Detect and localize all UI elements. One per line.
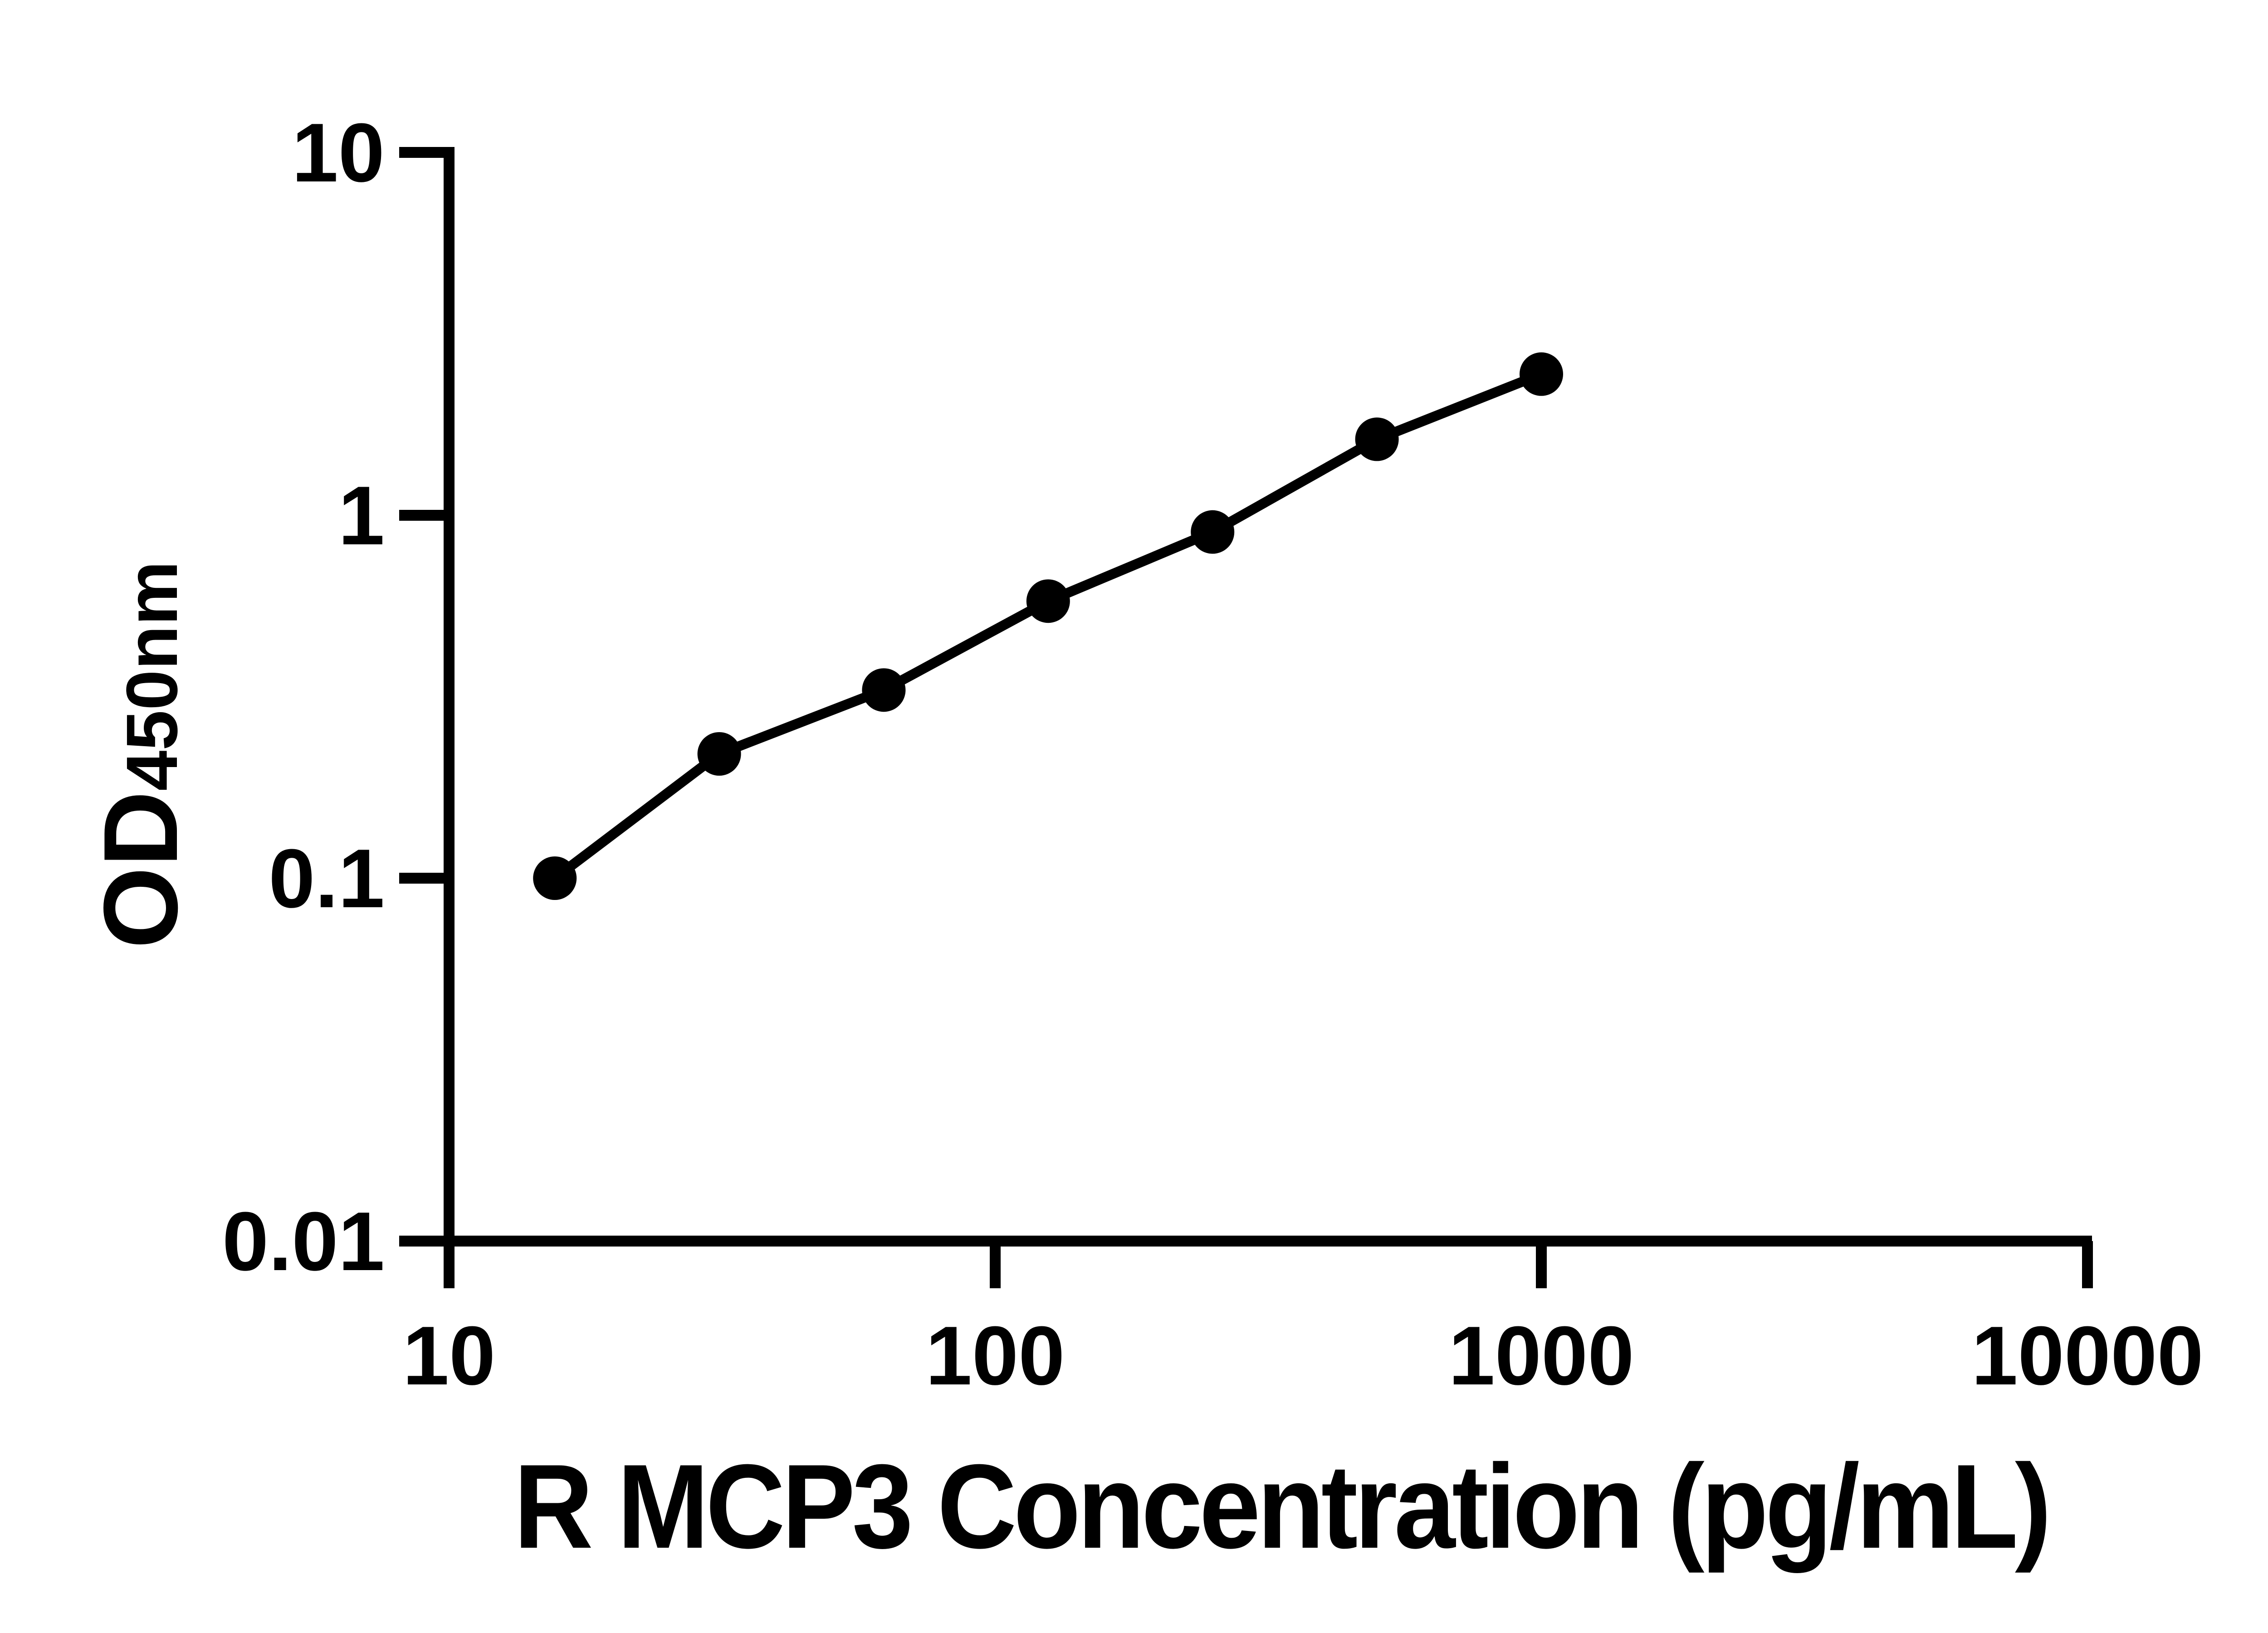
data-point xyxy=(533,856,577,900)
y-axis-tick-label: 0.1 xyxy=(269,831,385,925)
data-point xyxy=(1355,417,1399,461)
data-point xyxy=(1191,510,1235,554)
y-axis-tick-label: 0.01 xyxy=(222,1194,385,1288)
axis-lines xyxy=(444,147,2092,1247)
data-point xyxy=(862,668,906,712)
y-axis-tick-label: 1 xyxy=(338,468,385,562)
x-axis-tick-label: 10000 xyxy=(1971,1308,2204,1403)
x-axis-tick-label: 1000 xyxy=(1448,1308,1634,1403)
data-point xyxy=(1520,352,1563,396)
y-axis-tick-label: 10 xyxy=(292,105,385,200)
data-point xyxy=(1026,579,1070,623)
x-axis-tick-label: 10 xyxy=(402,1308,496,1403)
x-axis-title: R MCP3 Concentration (pg/mL) xyxy=(513,1439,2051,1573)
x-axis-tick-label: 100 xyxy=(925,1308,1065,1403)
y-axis-title-subscript: 450nm xyxy=(113,561,193,791)
data-point xyxy=(697,732,741,776)
